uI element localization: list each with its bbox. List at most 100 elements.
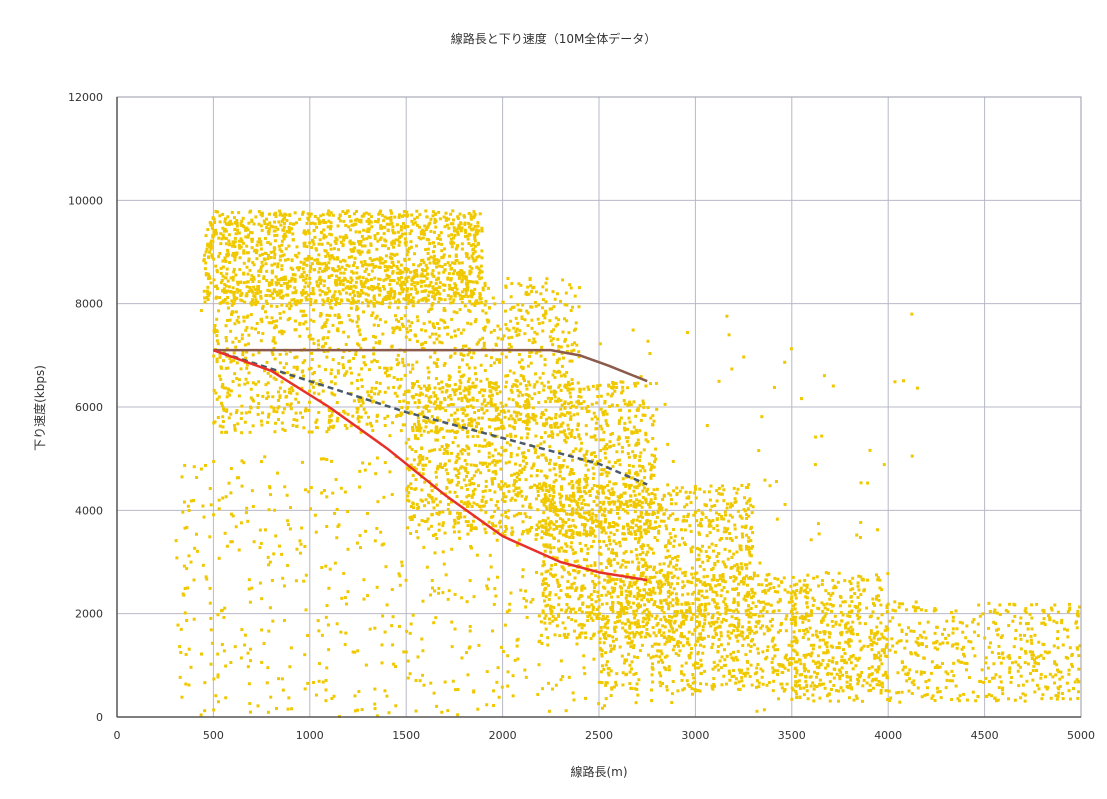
scatter-point bbox=[250, 218, 254, 222]
scatter-point bbox=[212, 229, 216, 233]
scatter-point bbox=[620, 450, 624, 454]
scatter-point bbox=[466, 237, 470, 241]
scatter-point bbox=[346, 412, 350, 416]
scatter-point bbox=[552, 490, 556, 494]
scatter-point bbox=[205, 289, 209, 293]
scatter-point bbox=[360, 244, 364, 248]
scatter-point bbox=[306, 229, 310, 233]
scatter-point bbox=[337, 313, 341, 317]
scatter-point bbox=[472, 233, 476, 237]
scatter-point bbox=[451, 209, 455, 213]
scatter-point bbox=[645, 631, 649, 635]
scatter-point bbox=[520, 451, 524, 455]
scatter-point bbox=[306, 257, 310, 261]
scatter-point bbox=[606, 559, 610, 563]
scatter-point bbox=[402, 213, 406, 217]
scatter-point bbox=[438, 407, 442, 411]
scatter-point bbox=[357, 276, 361, 280]
scatter-point bbox=[469, 463, 473, 467]
scatter-point bbox=[471, 435, 475, 439]
scatter-point bbox=[449, 237, 453, 241]
scatter-point bbox=[219, 242, 223, 246]
scatter-point bbox=[348, 215, 352, 219]
scatter-point bbox=[382, 278, 386, 282]
scatter-point bbox=[259, 290, 263, 294]
scatter-point bbox=[223, 283, 227, 287]
scatter-point bbox=[427, 310, 431, 314]
scatter-point bbox=[253, 301, 257, 305]
scatter-point bbox=[214, 228, 218, 232]
scatter-point bbox=[562, 429, 566, 433]
scatter-point bbox=[567, 411, 571, 415]
scatter-point bbox=[692, 590, 696, 594]
scatter-point bbox=[259, 247, 263, 251]
scatter-point bbox=[530, 397, 534, 401]
scatter-point bbox=[437, 382, 441, 386]
scatter-point bbox=[603, 444, 607, 448]
scatter-point bbox=[535, 486, 539, 490]
scatter-point bbox=[228, 356, 232, 360]
scatter-point bbox=[270, 350, 274, 354]
scatter-point bbox=[652, 511, 656, 515]
scatter-point bbox=[409, 463, 413, 467]
scatter-point bbox=[375, 413, 379, 417]
scatter-point bbox=[618, 544, 622, 548]
scatter-point bbox=[566, 436, 570, 440]
scatter-point bbox=[543, 431, 547, 435]
scatter-point bbox=[367, 235, 371, 239]
scatter-point bbox=[588, 613, 592, 617]
scatter-point bbox=[525, 403, 529, 407]
scatter-point bbox=[668, 554, 672, 558]
scatter-point bbox=[544, 505, 548, 509]
scatter-point bbox=[747, 536, 751, 540]
scatter-point bbox=[644, 553, 648, 557]
scatter-point bbox=[635, 625, 639, 629]
scatter-point bbox=[457, 480, 461, 484]
scatter-point bbox=[285, 281, 289, 285]
scatter-point bbox=[280, 421, 284, 425]
scatter-point bbox=[310, 351, 314, 355]
scatter-point bbox=[673, 610, 677, 614]
scatter-point bbox=[454, 389, 458, 393]
scatter-point bbox=[683, 574, 687, 578]
scatter-point bbox=[556, 337, 560, 341]
scatter-point bbox=[288, 350, 292, 354]
scatter-point bbox=[459, 375, 463, 379]
scatter-point bbox=[605, 422, 609, 426]
scatter-point bbox=[578, 541, 582, 545]
scatter-point bbox=[689, 617, 693, 621]
scatter-point bbox=[427, 222, 431, 226]
scatter-point bbox=[512, 483, 516, 487]
scatter-point bbox=[740, 532, 744, 536]
scatter-point bbox=[633, 510, 637, 514]
scatter-point bbox=[487, 455, 491, 459]
scatter-point bbox=[357, 251, 361, 255]
scatter-point bbox=[532, 337, 536, 341]
scatter-point bbox=[460, 247, 464, 251]
scatter-point bbox=[291, 267, 295, 271]
scatter-point bbox=[256, 412, 260, 416]
scatter-point bbox=[517, 486, 521, 490]
scatter-point bbox=[212, 232, 216, 236]
scatter-point bbox=[308, 389, 312, 393]
scatter-point bbox=[574, 525, 578, 529]
scatter-point bbox=[506, 516, 510, 520]
scatter-point bbox=[420, 519, 424, 523]
scatter-point bbox=[528, 515, 532, 519]
scatter-point bbox=[626, 634, 630, 638]
scatter-point bbox=[245, 280, 249, 284]
scatter-point bbox=[684, 519, 688, 523]
scatter-point bbox=[572, 607, 576, 611]
scatter-point bbox=[644, 498, 648, 502]
scatter-point bbox=[361, 338, 365, 342]
scatter-point bbox=[456, 444, 460, 448]
scatter-point bbox=[455, 483, 459, 487]
scatter-point bbox=[459, 273, 463, 277]
scatter-point bbox=[276, 398, 280, 402]
scatter-point bbox=[551, 488, 555, 492]
scatter-point bbox=[406, 302, 410, 306]
scatter-point bbox=[304, 320, 308, 324]
scatter-point bbox=[384, 295, 388, 299]
scatter-point bbox=[235, 218, 239, 222]
scatter-point bbox=[658, 503, 662, 507]
